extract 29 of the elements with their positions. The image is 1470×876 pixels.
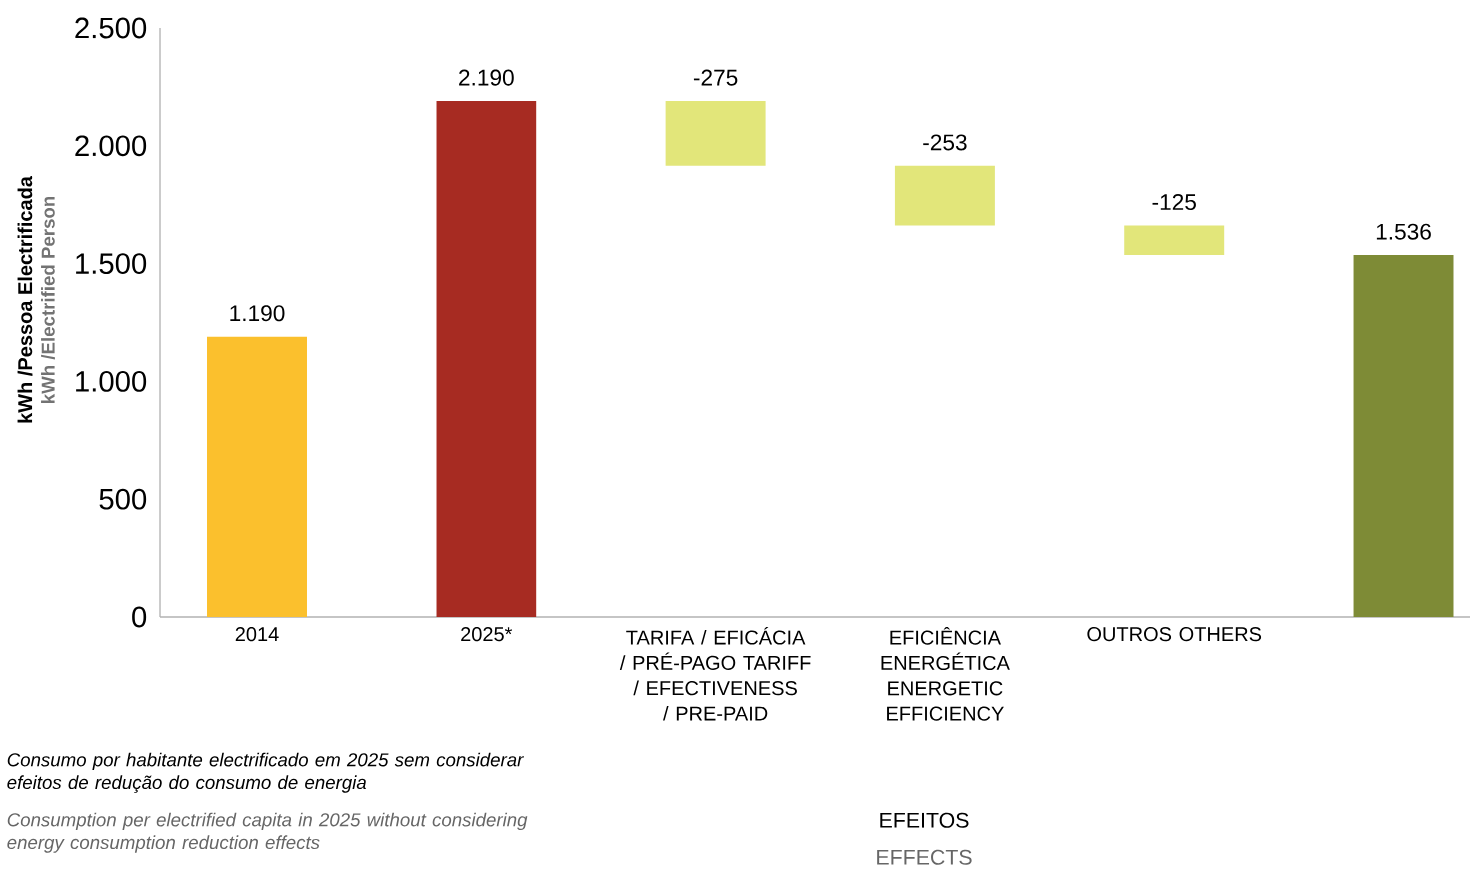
data-label: -125 bbox=[1152, 194, 1196, 211]
y-tick-label: 2.000 bbox=[75, 135, 147, 157]
text: EFFECTS bbox=[877, 849, 972, 865]
data-label: 1.190 bbox=[230, 305, 285, 322]
text: Consumo por habitante electrificado em 2025 sem considerar efeitos de redução do consumo de energia bbox=[7, 752, 524, 793]
data-label: 1.536 bbox=[1376, 223, 1431, 240]
data-label: -275 bbox=[693, 69, 738, 86]
x-tick-label: TARIFA / EFICÁCIA / PRÉ-PAGO TARIFF / EFECTIVENESS / PRE-PAID bbox=[619, 627, 811, 721]
text: Consumption per electrified capita in 2025 without considering energy consumption reduction effects bbox=[7, 812, 528, 853]
x-tick-label: EFICIÊNCIA ENERGÉTICA ENERGETIC EFFICIENCY bbox=[881, 627, 1010, 721]
data-label: -253 bbox=[923, 134, 967, 151]
y-tick-label: 0 bbox=[132, 606, 147, 628]
bar bbox=[207, 336, 307, 617]
x-tick-label: OUTROS OTHERS bbox=[1087, 627, 1262, 642]
bar bbox=[894, 165, 995, 226]
x-tick-label: 2025* bbox=[461, 627, 513, 642]
bar bbox=[1353, 255, 1454, 617]
bar bbox=[436, 101, 537, 617]
text: kWh /Electrified Person bbox=[41, 196, 55, 403]
y-axis-title: kWh /Pessoa Electrificada bbox=[17, 175, 33, 423]
y-tick-label: 500 bbox=[99, 488, 147, 510]
y-tick-label: 2.500 bbox=[75, 17, 147, 39]
x-tick-label: 2014 bbox=[235, 627, 279, 642]
text: EFEITOS bbox=[880, 812, 969, 828]
y-tick-label: 1.000 bbox=[76, 371, 147, 392]
bar bbox=[665, 101, 766, 166]
bar bbox=[1124, 225, 1225, 255]
data-label: 2.190 bbox=[459, 69, 514, 86]
y-tick-label: 1.500 bbox=[76, 253, 147, 274]
